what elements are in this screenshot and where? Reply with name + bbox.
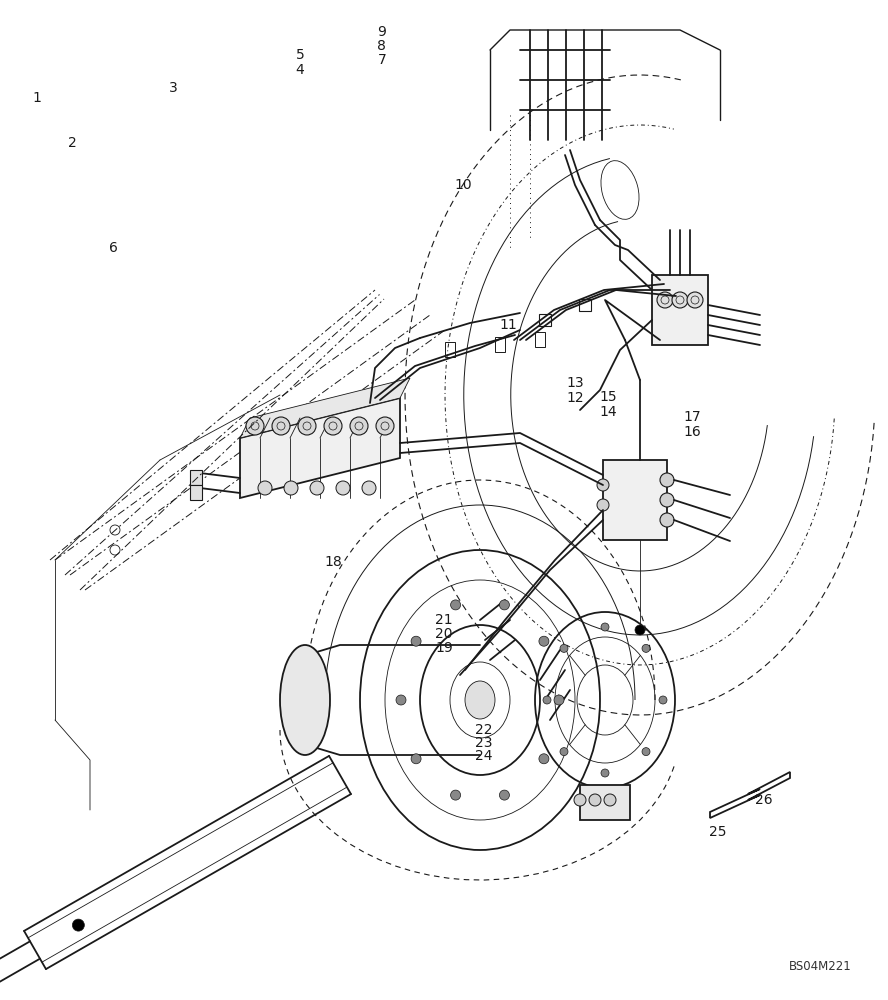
- Circle shape: [539, 754, 549, 764]
- Circle shape: [657, 292, 673, 308]
- Text: 22: 22: [475, 723, 493, 737]
- Text: 1: 1: [33, 91, 42, 105]
- Text: 26: 26: [755, 793, 773, 807]
- Text: 7: 7: [377, 53, 386, 67]
- Circle shape: [597, 479, 609, 491]
- Text: 25: 25: [709, 825, 726, 839]
- Circle shape: [362, 481, 376, 495]
- Text: 4: 4: [296, 63, 305, 77]
- Circle shape: [298, 417, 316, 435]
- Text: 17: 17: [684, 410, 702, 424]
- Circle shape: [589, 794, 601, 806]
- Circle shape: [560, 748, 568, 756]
- Circle shape: [272, 417, 290, 435]
- Circle shape: [376, 417, 394, 435]
- Circle shape: [258, 481, 272, 495]
- Circle shape: [450, 600, 461, 610]
- Circle shape: [284, 481, 298, 495]
- Polygon shape: [710, 772, 790, 818]
- Text: 21: 21: [435, 613, 453, 627]
- Circle shape: [72, 919, 84, 931]
- Circle shape: [642, 748, 650, 756]
- Bar: [603, 460, 667, 540]
- Circle shape: [543, 696, 551, 704]
- Polygon shape: [240, 398, 400, 498]
- Ellipse shape: [465, 681, 495, 719]
- Text: 15: 15: [599, 390, 617, 404]
- Text: 18: 18: [324, 555, 342, 569]
- Circle shape: [246, 417, 264, 435]
- Bar: [535, 332, 545, 347]
- Circle shape: [560, 644, 568, 652]
- Text: 2: 2: [68, 136, 77, 150]
- Circle shape: [539, 636, 549, 646]
- Circle shape: [659, 696, 667, 704]
- Text: 11: 11: [499, 318, 517, 332]
- Text: 23: 23: [475, 736, 493, 750]
- Circle shape: [660, 513, 674, 527]
- Bar: [190, 485, 202, 500]
- Circle shape: [396, 695, 406, 705]
- Text: 14: 14: [599, 405, 617, 419]
- Bar: [190, 470, 202, 485]
- Bar: [539, 314, 551, 326]
- Circle shape: [660, 493, 674, 507]
- Circle shape: [499, 790, 510, 800]
- Circle shape: [601, 623, 609, 631]
- Circle shape: [336, 481, 350, 495]
- Circle shape: [499, 600, 510, 610]
- Text: 6: 6: [109, 241, 118, 255]
- Bar: [580, 785, 630, 820]
- Text: 10: 10: [455, 178, 472, 192]
- Circle shape: [687, 292, 703, 308]
- Circle shape: [635, 625, 645, 635]
- Circle shape: [554, 695, 564, 705]
- Circle shape: [411, 754, 421, 764]
- Text: 8: 8: [377, 39, 386, 53]
- Bar: [445, 342, 455, 357]
- Circle shape: [601, 769, 609, 777]
- Circle shape: [450, 790, 461, 800]
- Polygon shape: [240, 378, 410, 438]
- Bar: [495, 337, 505, 352]
- Text: 12: 12: [567, 391, 584, 405]
- Circle shape: [574, 794, 586, 806]
- Text: BS04M221: BS04M221: [789, 960, 852, 972]
- Circle shape: [642, 644, 650, 652]
- Circle shape: [660, 473, 674, 487]
- Circle shape: [324, 417, 342, 435]
- Circle shape: [604, 794, 616, 806]
- Circle shape: [672, 292, 688, 308]
- Text: 13: 13: [567, 376, 584, 390]
- Circle shape: [310, 481, 324, 495]
- Text: 9: 9: [377, 25, 386, 39]
- Text: 16: 16: [684, 425, 702, 439]
- Ellipse shape: [280, 645, 330, 755]
- Text: 5: 5: [296, 48, 305, 62]
- Bar: [579, 299, 591, 311]
- Text: 20: 20: [435, 627, 453, 641]
- Bar: [652, 275, 708, 345]
- Text: 3: 3: [169, 81, 178, 95]
- Circle shape: [350, 417, 368, 435]
- Text: 24: 24: [475, 749, 493, 763]
- Circle shape: [597, 499, 609, 511]
- Text: 19: 19: [435, 641, 453, 655]
- Circle shape: [411, 636, 421, 646]
